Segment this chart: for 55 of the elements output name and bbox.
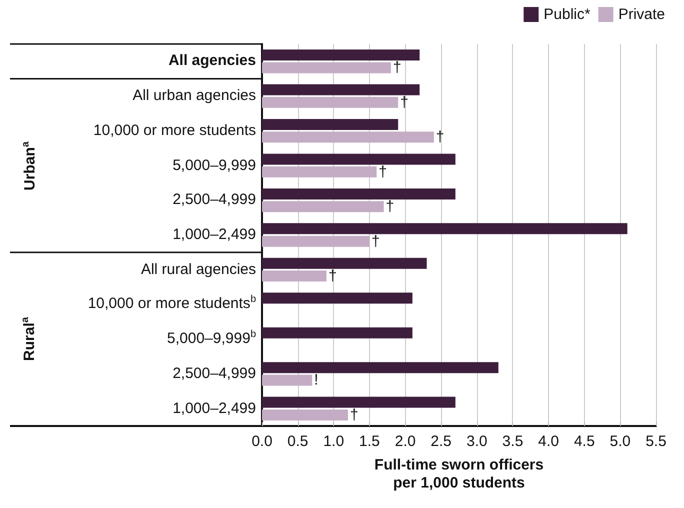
bar (262, 132, 434, 143)
y-tick-label: 2,500–4,999 (172, 191, 256, 210)
bar (262, 236, 370, 247)
x-tick-label: 5.0 (610, 433, 631, 450)
data-label: ! (314, 372, 318, 389)
y-tick-label: All rural agencies (140, 260, 256, 279)
bar (262, 270, 326, 282)
x-tick-label: 0.5 (287, 433, 308, 450)
bar (262, 223, 628, 234)
x-tick-label: 2.5 (430, 433, 452, 450)
x-tick-label: 1.5 (359, 433, 380, 450)
bar (262, 154, 456, 165)
bar (262, 96, 398, 108)
legend-label: Private (618, 6, 666, 23)
bar (262, 118, 398, 130)
data-label: † (392, 59, 402, 76)
data-label: † (436, 128, 444, 146)
bar (262, 84, 420, 96)
x-axis-title: Full-time sworn officers per 1,000 students (374, 456, 544, 492)
data-label: † (328, 268, 337, 285)
x-tick-label: 0.0 (252, 433, 272, 450)
y-tick-label: 1,000–2,499 (172, 400, 256, 418)
bar (262, 374, 312, 386)
legend-label: Public* (544, 6, 590, 23)
bar (262, 62, 391, 74)
y-tick-label: 1,000–2,499 (172, 226, 256, 244)
x-tick-label: 5.5 (646, 433, 666, 450)
y-tick-label: All agencies (168, 52, 256, 70)
bar (262, 409, 348, 420)
bar (262, 327, 412, 338)
data-label: † (378, 163, 387, 180)
y-tick-label: 10,000 or more students (93, 122, 256, 140)
y-tick-label: 2,500–4,999 (172, 364, 256, 383)
bar (262, 188, 456, 200)
bar (262, 258, 427, 269)
bar (262, 166, 377, 178)
data-label: † (350, 406, 358, 424)
x-tick-label: 4.5 (574, 433, 595, 450)
bar (262, 362, 498, 374)
y-tick-label: 5,000–9,999$^{b}$ (167, 329, 256, 348)
data-label: † (371, 232, 380, 250)
data-label: † (386, 198, 394, 216)
x-tick-label: 3.5 (502, 433, 524, 450)
bar (262, 292, 412, 304)
y-tick-label: All urban agencies (132, 87, 256, 106)
x-tick-label: 1.0 (323, 433, 344, 450)
y-tick-label: 5,000–9,999 (172, 156, 256, 175)
x-tick-label: 3.0 (466, 433, 488, 450)
x-tick-label: 4.0 (538, 433, 559, 450)
bar (262, 50, 420, 61)
x-tick-label: 2.0 (394, 433, 416, 450)
y-tick-label: 10,000 or more students$^{b}$ (88, 294, 256, 314)
data-label: † (400, 94, 408, 111)
bar (262, 201, 384, 212)
bar (262, 396, 456, 408)
